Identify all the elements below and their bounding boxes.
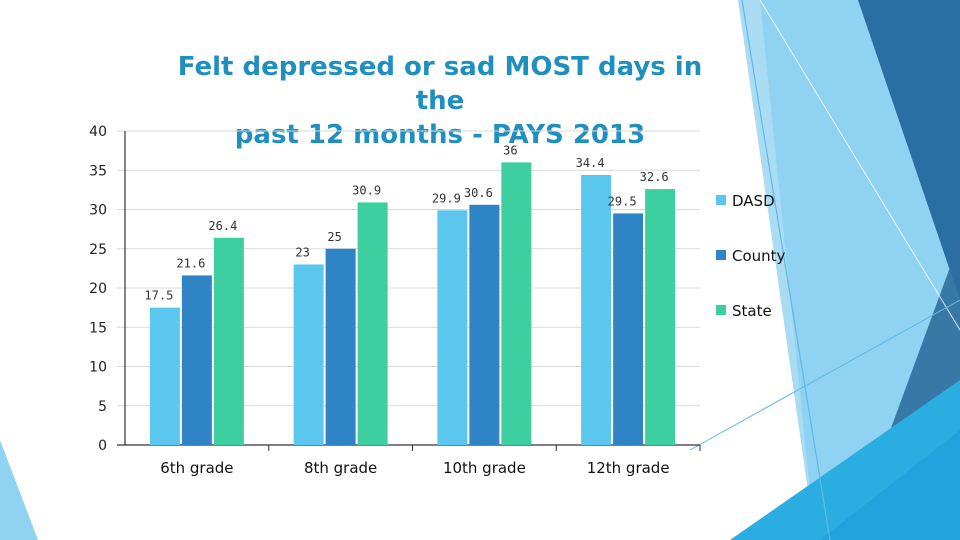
chart-title: Felt depressed or sad MOST days in the p… [150, 50, 730, 152]
data-label: 29.9 [432, 191, 461, 205]
x-tick-label: 12th grade [587, 459, 670, 477]
y-tick-label: 25 [89, 242, 107, 258]
bar [501, 162, 532, 445]
legend-label: DASD [732, 192, 775, 210]
bar [181, 275, 212, 445]
y-tick-label: 20 [89, 281, 107, 297]
chart-title-line-2: past 12 months - PAYS 2013 [234, 120, 646, 150]
chart-title-line-1: Felt depressed or sad MOST days in the [177, 52, 703, 116]
bar [437, 210, 468, 445]
data-label: 30.6 [464, 186, 493, 200]
y-tick-label: 10 [89, 360, 107, 376]
x-tick-label: 6th grade [160, 459, 233, 477]
decor-left-corner [0, 440, 38, 540]
bar [149, 307, 180, 445]
data-label: 21.6 [176, 256, 205, 270]
legend-label: County [732, 247, 786, 265]
data-label: 23 [295, 245, 309, 259]
bar [613, 213, 644, 445]
decor-line-2 [759, 0, 960, 331]
data-label: 25 [327, 230, 341, 244]
bar [357, 202, 388, 445]
data-label: 30.9 [352, 183, 381, 197]
decor-blue-panel-corner [820, 430, 960, 540]
bar [581, 174, 612, 445]
y-tick-label: 35 [89, 163, 107, 179]
legend-label: State [732, 302, 772, 320]
decor-line-1 [741, 0, 831, 540]
legend-swatch [716, 305, 726, 315]
data-label: 32.6 [640, 170, 669, 184]
data-label: 17.5 [144, 289, 173, 303]
bar [213, 237, 244, 445]
x-tick-label: 10th grade [443, 459, 526, 477]
data-label: 26.4 [208, 219, 237, 233]
y-tick-label: 5 [98, 399, 107, 415]
bar [645, 189, 676, 445]
x-tick-label: 8th grade [304, 459, 377, 477]
legend-swatch [716, 250, 726, 260]
y-tick-label: 15 [89, 320, 107, 336]
y-tick-label: 30 [89, 203, 107, 219]
data-label: 34.4 [576, 156, 605, 170]
legend-swatch [716, 195, 726, 205]
y-tick-label: 40 [89, 124, 107, 140]
decor-line-3 [689, 299, 960, 451]
y-tick-label: 0 [98, 438, 107, 454]
bar [293, 264, 324, 445]
bar [469, 204, 500, 445]
data-label: 29.5 [608, 194, 637, 208]
decor-dark-panel-top [858, 0, 960, 300]
data-label: 36 [503, 143, 517, 157]
bar [325, 248, 356, 445]
